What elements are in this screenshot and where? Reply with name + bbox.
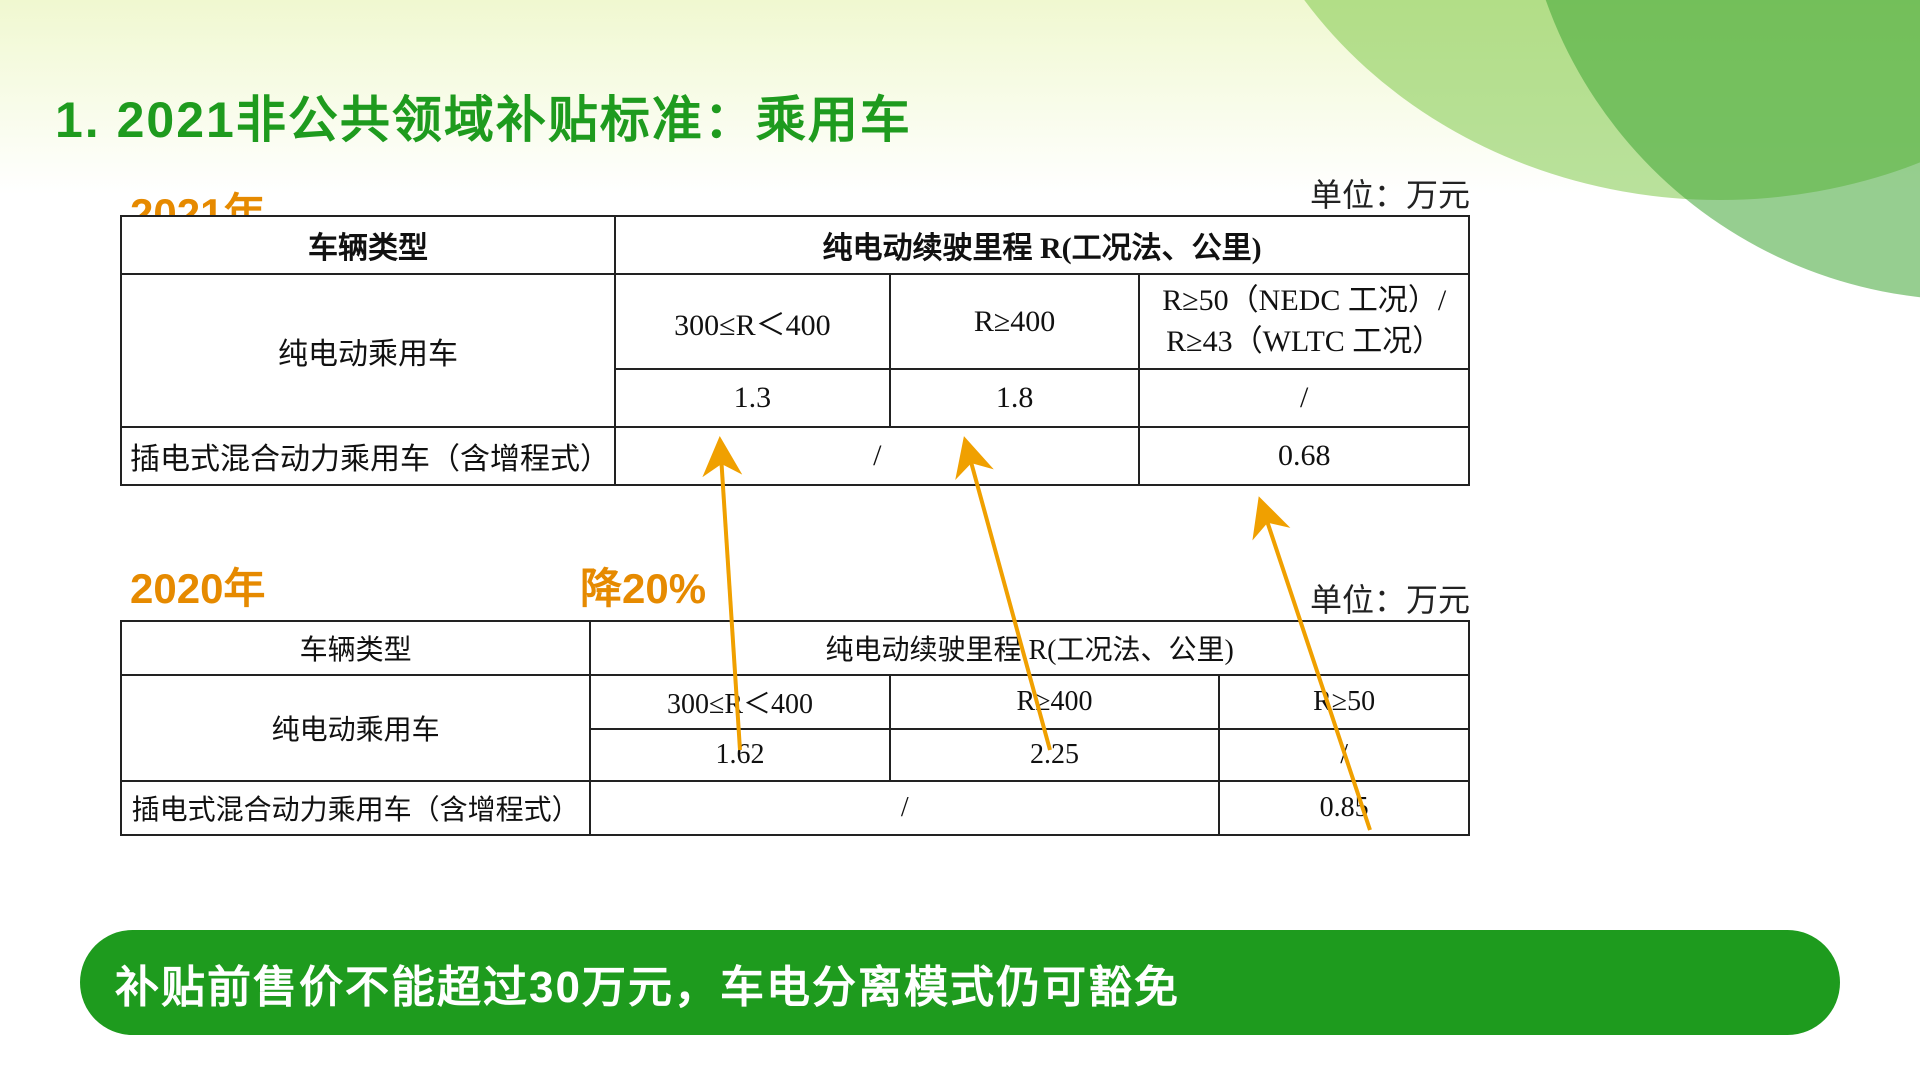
bottom-banner: 补贴前售价不能超过30万元，车电分离模式仍可豁免 (80, 930, 1840, 1035)
banner-text: 补贴前售价不能超过30万元，车电分离模式仍可豁免 (115, 951, 1180, 1015)
t2-r2c3: 2.25 (890, 729, 1220, 781)
unit-label-1: 单位：万元 (1310, 170, 1470, 216)
slide-root: 1. 2021非公共领域补贴标准：乘用车 2021年 单位：万元 车辆类型 纯电… (0, 0, 1920, 1080)
table-2021: 车辆类型 纯电动续驶里程 R(工况法、公里) 纯电动乘用车 300≤R＜400 … (120, 215, 1470, 486)
t2-row3-label: 插电式混合动力乘用车（含增程式） (121, 781, 590, 835)
t2-r1c2: 300≤R＜400 (590, 675, 890, 729)
t1-row1-label: 纯电动乘用车 (121, 274, 615, 427)
t1-r3c4: 0.68 (1139, 427, 1469, 485)
t2-r2c4: / (1219, 729, 1469, 781)
t2-row1-label: 纯电动乘用车 (121, 675, 590, 781)
slide-title: 1. 2021非公共领域补贴标准：乘用车 (55, 80, 912, 152)
t1-r1c4: R≥50（NEDC 工况）/ R≥43（WLTC 工况） (1139, 274, 1469, 369)
t1-r2c3: 1.8 (890, 369, 1140, 427)
table-2020: 车辆类型 纯电动续驶里程 R(工况法、公里) 纯电动乘用车 300≤R＜400 … (120, 620, 1470, 836)
t1-header-left: 车辆类型 (121, 216, 615, 274)
t1-row3-label: 插电式混合动力乘用车（含增程式） (121, 427, 615, 485)
t1-r1c3: R≥400 (890, 274, 1140, 369)
t2-header-left: 车辆类型 (121, 621, 590, 675)
reduce-label: 降20% (580, 555, 706, 616)
t2-r1c3: R≥400 (890, 675, 1220, 729)
t2-r3c4: 0.85 (1219, 781, 1469, 835)
year-2020-label: 2020年 (130, 555, 265, 616)
t2-header-right: 纯电动续驶里程 R(工况法、公里) (590, 621, 1469, 675)
unit-label-2: 单位：万元 (1310, 575, 1470, 621)
t2-r3c23: / (590, 781, 1219, 835)
t2-r2c2: 1.62 (590, 729, 890, 781)
t2-r1c4: R≥50 (1219, 675, 1469, 729)
t1-r1c2: 300≤R＜400 (615, 274, 890, 369)
t1-r2c4: / (1139, 369, 1469, 427)
t1-header-right: 纯电动续驶里程 R(工况法、公里) (615, 216, 1469, 274)
t1-r3c23: / (615, 427, 1139, 485)
t1-r2c2: 1.3 (615, 369, 890, 427)
